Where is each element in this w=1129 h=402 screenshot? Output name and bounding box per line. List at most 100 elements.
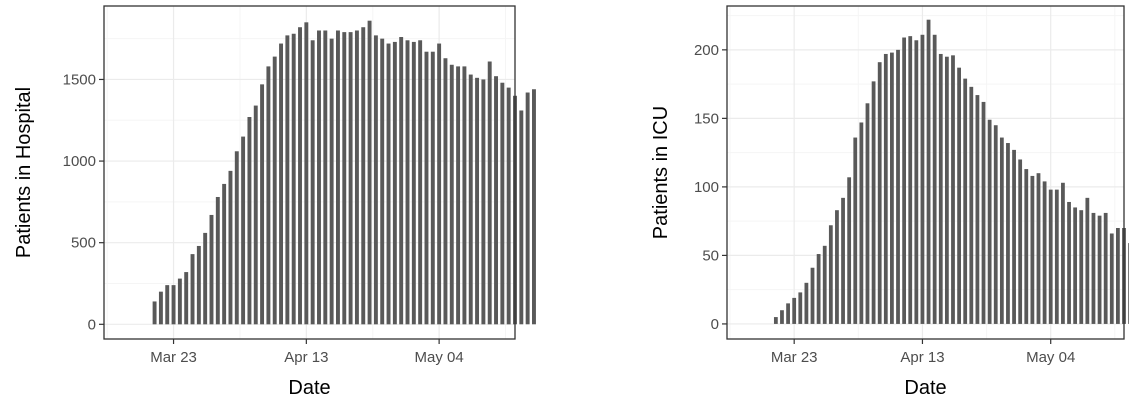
chart2-y-axis-title: Patients in ICU	[650, 106, 672, 239]
chart2-bar	[822, 245, 827, 324]
chart2-bar	[816, 254, 821, 324]
chart1-bar	[399, 37, 404, 325]
chart1-bar	[386, 43, 391, 325]
chart2-bar	[798, 292, 803, 324]
chart1-bar	[323, 30, 328, 325]
chart1-bar	[361, 27, 366, 325]
chart1-bar	[487, 61, 492, 325]
chart1-bar	[418, 40, 423, 325]
chart1-bar	[272, 56, 277, 325]
chart2-bar	[883, 53, 888, 324]
chart2-bar	[841, 197, 845, 324]
chart2-bar	[792, 297, 797, 324]
chart1-bar	[519, 110, 524, 325]
chart2-bar	[871, 81, 876, 324]
chart1-bar	[437, 43, 442, 325]
chart2-bar	[1036, 173, 1041, 324]
chart1-bar	[329, 38, 334, 325]
chart1-bar	[506, 87, 511, 325]
chart2-bar	[920, 34, 925, 324]
chart1-bar	[234, 151, 239, 325]
chart1-bar	[196, 245, 201, 325]
chart1-bar	[228, 170, 233, 325]
chart2-bar	[1030, 175, 1035, 324]
chart1-bar	[354, 30, 359, 325]
chart2-bar	[1115, 228, 1120, 324]
chart1-bar	[443, 58, 448, 325]
chart2-bar	[847, 177, 852, 324]
chart1-bar	[449, 64, 454, 325]
chart1-bar	[462, 66, 467, 325]
chart2-bar	[938, 53, 943, 324]
chart1-bar	[177, 278, 182, 325]
chart2-bar	[999, 137, 1004, 324]
chart2-y-tick-label: 50	[702, 247, 719, 264]
chart1-bar	[310, 40, 315, 325]
chart1-bar	[411, 41, 416, 325]
chart1-bar	[367, 20, 372, 325]
chart2-bar	[987, 119, 992, 324]
chart2-bar	[1067, 201, 1071, 324]
chart1-bar	[291, 33, 296, 325]
chart2-bar	[993, 125, 998, 324]
chart1-bar	[165, 285, 170, 325]
chart1-bar	[475, 77, 480, 325]
chart2-bar	[1024, 169, 1029, 324]
chart1-bar	[317, 30, 321, 325]
chart2-bar	[786, 303, 790, 324]
chart2-bar	[1048, 189, 1053, 324]
chart2-bar	[1012, 149, 1016, 324]
chart1-x-axis-title: Date	[288, 377, 330, 399]
chart2-panel-border	[726, 5, 1125, 340]
chart1-bar	[481, 79, 486, 325]
chart2-y-tick-label: 150	[694, 110, 719, 127]
chart1-bar	[298, 27, 302, 325]
chart1-bar	[266, 66, 271, 325]
chart2-group: 0 50 100 150 200 Mar 23 Apr 13 May 04 Date Patien…	[650, 5, 1129, 399]
chart2-bar	[804, 282, 809, 324]
chart2-bar	[828, 225, 833, 324]
chart1-y-tick-label: 0	[88, 316, 96, 333]
chart2-bar	[1073, 207, 1078, 324]
chart2-bar	[902, 37, 907, 324]
chart1-bar	[209, 214, 214, 325]
chart2-y-tick-label: 100	[694, 179, 719, 196]
chart2-bar	[773, 317, 778, 324]
chart1-bar	[468, 74, 473, 325]
chart2-bar	[1091, 212, 1096, 324]
chart1-panel-border	[103, 5, 516, 340]
chart1-bar	[158, 291, 163, 325]
chart2-bar	[780, 310, 784, 324]
chart2-bar	[908, 36, 913, 324]
chart1-x-tick-label: Apr 13	[284, 349, 328, 366]
chart2-bar	[1079, 210, 1084, 324]
chart2-bar	[896, 49, 900, 324]
chart1-bar	[241, 136, 246, 325]
chart2-bar	[926, 19, 931, 324]
chart2-bar	[1042, 181, 1047, 324]
chart1-y-tick-label: 1500	[63, 71, 96, 88]
chart1-bar	[190, 254, 195, 325]
chart1-bar	[152, 301, 157, 325]
chart1-bar	[380, 38, 385, 325]
chart2-bar	[853, 137, 858, 324]
chart1-group: 0 500 1000 1500 Mar 23 Apr 13 May 04 Date Patien…	[13, 5, 536, 399]
chart1-bar	[405, 40, 410, 325]
chart1-bar	[373, 35, 378, 325]
chart2-bar	[865, 103, 870, 324]
chart2-bar	[1061, 182, 1065, 324]
chart2-bar	[1109, 233, 1114, 324]
chart2-bar	[1085, 197, 1090, 324]
chart1-y-tick-label: 1000	[63, 153, 96, 170]
chart2-x-axis-title: Date	[904, 377, 946, 399]
chart2-bar	[1103, 212, 1108, 324]
chart1-bar	[171, 285, 176, 325]
chart1-bar	[253, 105, 258, 325]
chart1-bar	[525, 92, 530, 325]
chart1-bar	[392, 41, 397, 325]
chart2-bar	[835, 210, 839, 324]
chart1-bar	[203, 232, 208, 325]
chart2-bar	[963, 78, 968, 324]
